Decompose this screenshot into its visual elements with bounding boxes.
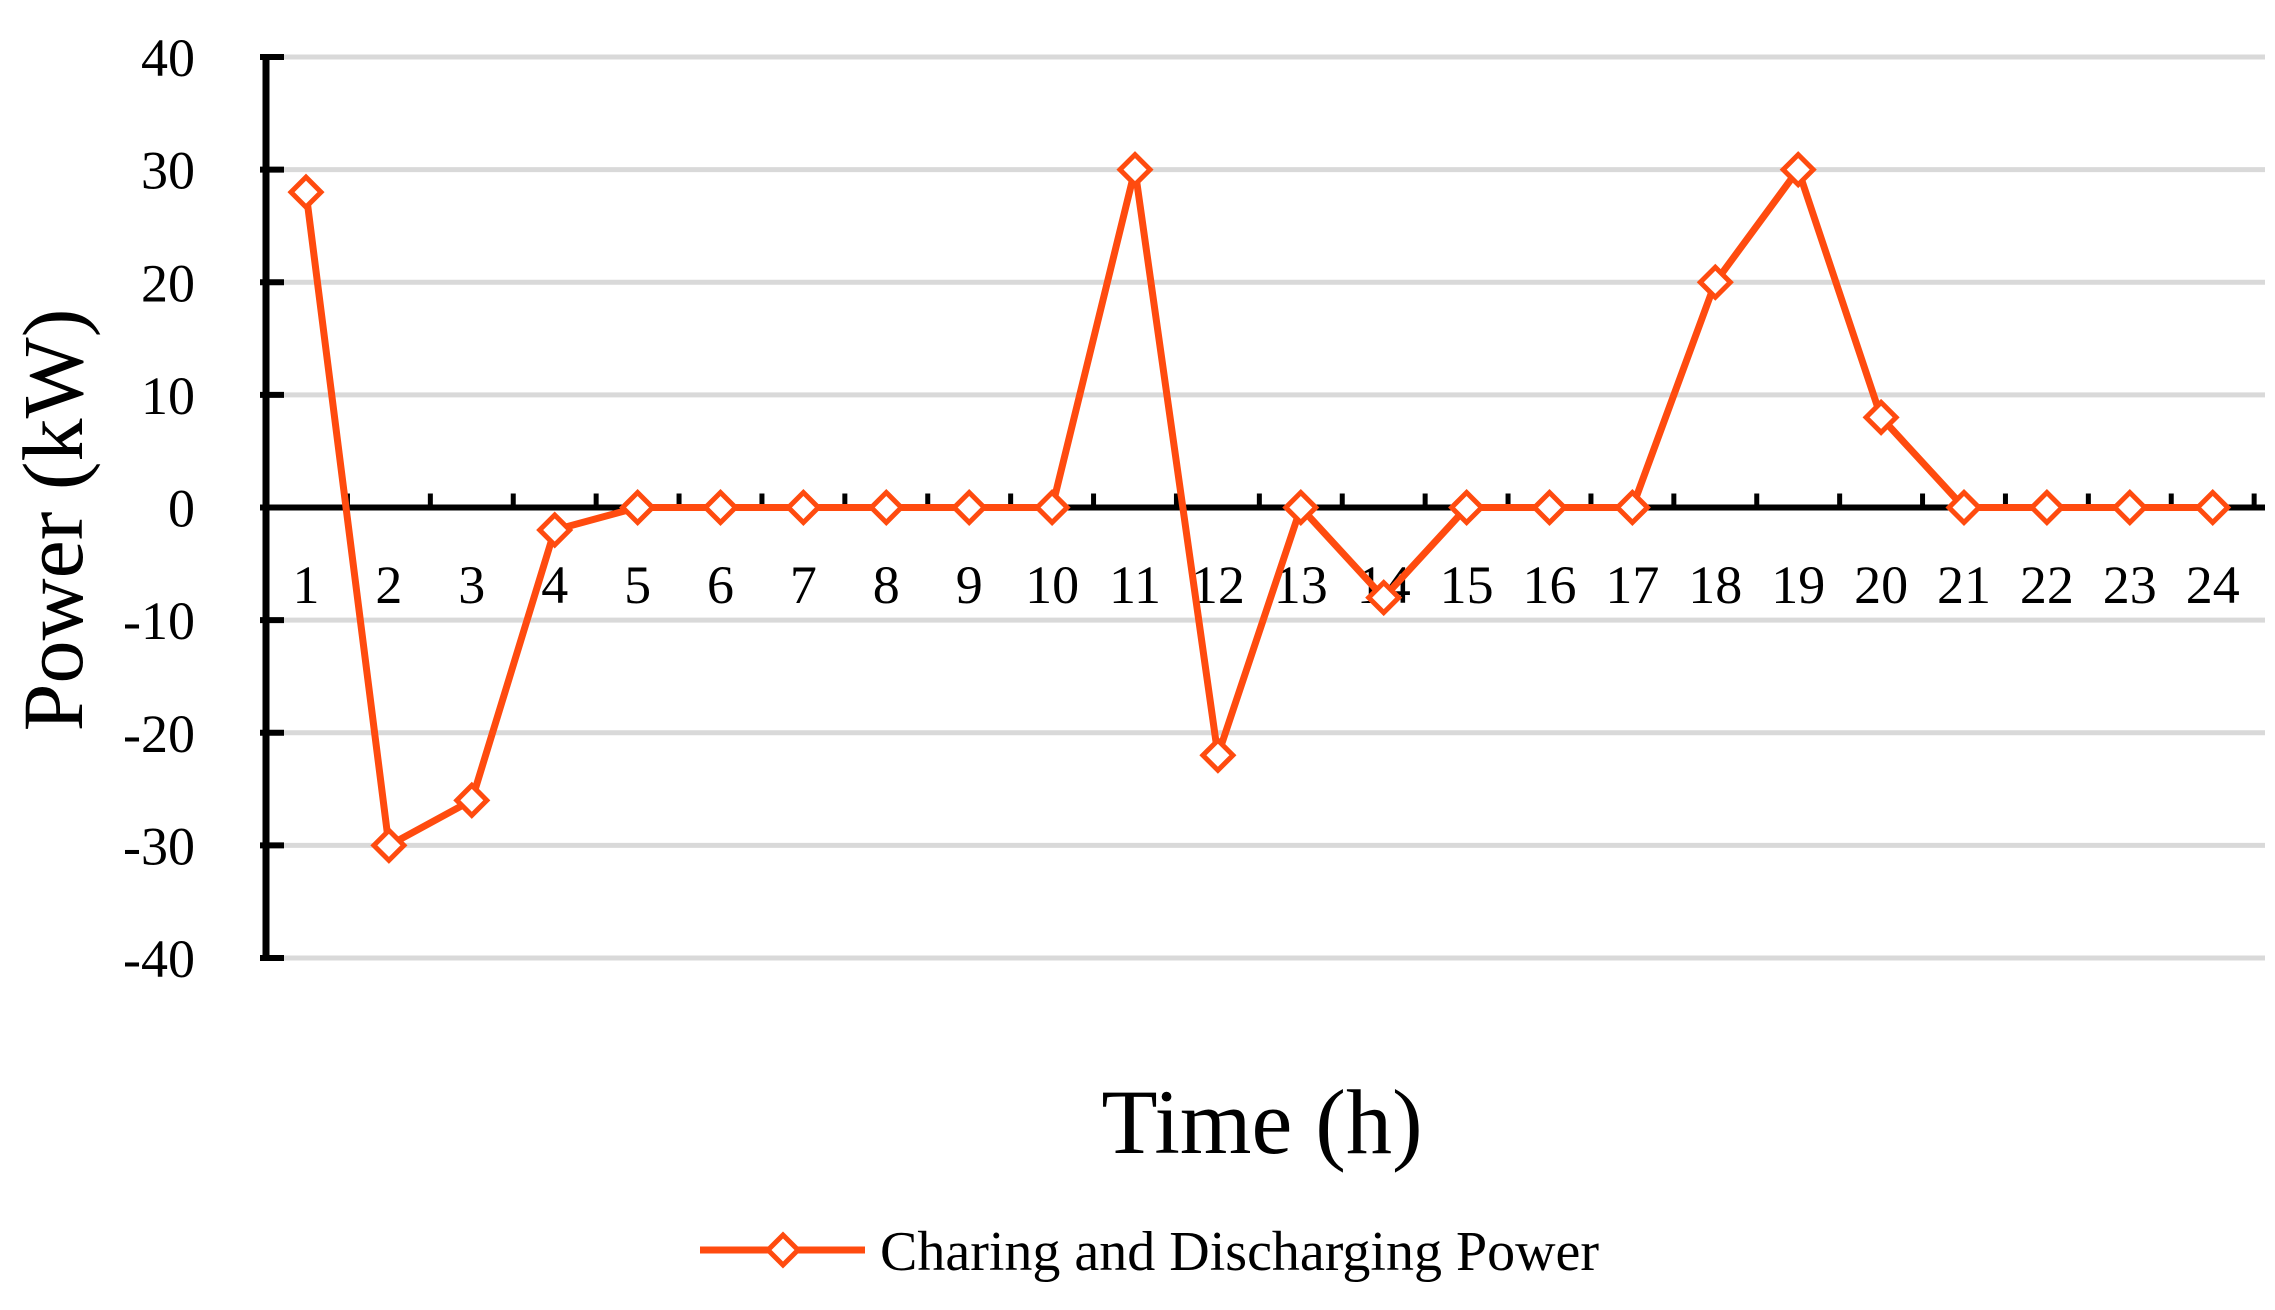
x-axis-title: Time (h) [1101, 1071, 1422, 1173]
data-point [1613, 488, 1651, 527]
data-point [784, 488, 822, 527]
data-point [1033, 488, 1071, 527]
x-tick-label: 7 [790, 555, 817, 615]
data-point [2111, 488, 2149, 527]
x-tick-label: 19 [1771, 555, 1825, 615]
x-tick-label: 16 [1523, 555, 1577, 615]
x-tick-label: 10 [1025, 555, 1079, 615]
data-point [1696, 263, 1734, 301]
legend-label: Charing and Discharging Power [880, 1221, 1599, 1283]
data-point [453, 781, 491, 819]
y-tick-label: 30 [141, 141, 195, 201]
data-point [1448, 488, 1486, 527]
data-point [2194, 488, 2232, 527]
x-tick-label: 8 [873, 555, 900, 615]
y-tick-label: -10 [123, 591, 195, 651]
data-point [370, 826, 408, 864]
y-tick-label: 40 [141, 28, 195, 88]
data-point [1365, 579, 1403, 617]
y-tick-label: 0 [168, 479, 195, 539]
legend: Charing and Discharging Power [700, 1221, 1599, 1283]
data-point [1945, 488, 1983, 527]
y-tick-label: 20 [141, 253, 195, 313]
data-point [1530, 488, 1569, 527]
x-tick-label: 20 [1854, 555, 1908, 615]
data-point [950, 488, 988, 527]
x-tick-label: 11 [1109, 555, 1161, 615]
data-point [1779, 151, 1817, 189]
y-tick-labels: 40 30 20 10 0 -10 -20 -30 -40 [123, 28, 195, 989]
x-tick-label: 9 [956, 555, 983, 615]
x-tick-label: 18 [1688, 555, 1742, 615]
data-point [287, 173, 325, 211]
legend-diamond-marker [764, 1231, 802, 1269]
x-tick-label: 17 [1605, 555, 1659, 615]
data-point [1199, 736, 1237, 774]
data-point [1116, 151, 1154, 189]
x-tick-label: 23 [2103, 555, 2157, 615]
x-tick-label: 3 [458, 555, 485, 615]
y-tick-label: 10 [141, 366, 195, 426]
x-tick-label: 6 [707, 555, 734, 615]
x-tick-label: 1 [293, 555, 320, 615]
x-tick-label: 24 [2186, 555, 2240, 615]
x-tick-label: 21 [1937, 555, 1991, 615]
data-point [1282, 488, 1320, 527]
data-point [619, 488, 657, 527]
series [287, 151, 2232, 864]
axes [260, 54, 2265, 961]
y-tick-label: -30 [123, 816, 195, 876]
x-tick-label: 5 [624, 555, 651, 615]
data-point [701, 488, 740, 527]
y-tick-label: -40 [123, 929, 195, 989]
data-point [1862, 398, 1900, 436]
x-tick-label: 15 [1440, 555, 1494, 615]
y-tick-label: -20 [123, 704, 195, 764]
x-tick-label: 2 [375, 555, 402, 615]
y-axis-title: Power (kW) [5, 309, 101, 732]
data-point [536, 511, 574, 549]
x-tick-label: 22 [2020, 555, 2074, 615]
data-point [867, 488, 905, 527]
data-point [2028, 488, 2066, 527]
